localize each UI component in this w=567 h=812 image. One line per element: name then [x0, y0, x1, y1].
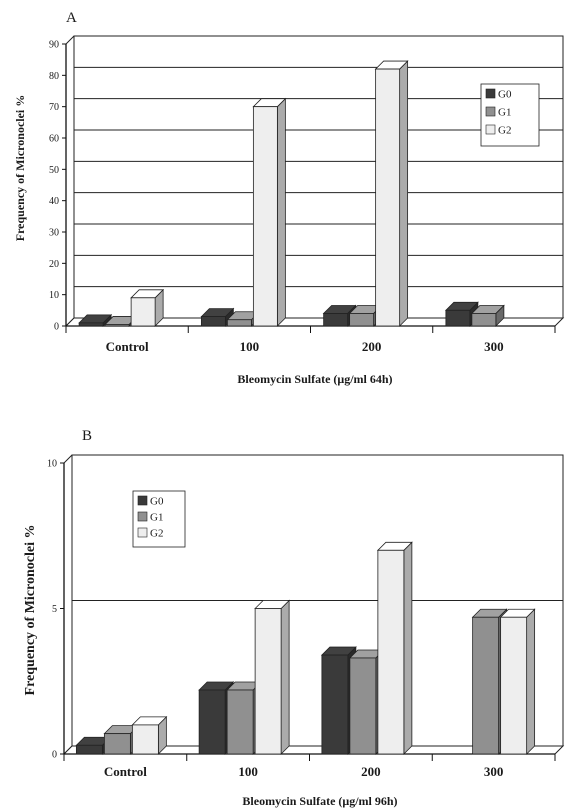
panel-b-x-tick-label-0: Control [104, 764, 147, 779]
panel-a-wall-edge-top [65, 35, 75, 45]
panel-a-legend-label-G1: G1 [498, 107, 511, 119]
panel-a-y-tick-label-4: 40 [49, 196, 59, 207]
panel-a-y-tick-label-8: 80 [49, 71, 59, 82]
panel-a-x-tick-label-1: 100 [240, 339, 260, 354]
panel-b-label: B [82, 428, 92, 444]
panel-b-chart: 0 5 10 Control 100 200 300 G0 G1 G2 [47, 454, 565, 779]
panel-b-legend-swatch-G2 [137, 527, 148, 538]
panel-a-legend-label-G0: G0 [498, 89, 512, 101]
panel-b-wall-edge-top [63, 454, 73, 464]
panel-b-x-tick-label-2: 200 [361, 764, 381, 779]
panel-a-x-tick-label-2: 200 [362, 339, 382, 354]
panel-b-x-tick-label-1: 100 [238, 764, 258, 779]
panel-a-y-axis-label: Frequency of Micronoclei % [13, 95, 27, 242]
panel-a-legend-swatch-G1 [485, 106, 496, 117]
panel-a-legend-swatch-G0 [485, 88, 496, 99]
panel-a-legend-label-G2: G2 [498, 125, 511, 137]
panel-a-y-tick-label-2: 20 [49, 259, 59, 270]
panel-a-y-tick-label-0: 0 [54, 322, 59, 333]
panel-a-back-wall [73, 35, 564, 319]
panel-b-bar-G2-2 [376, 541, 413, 755]
panel-a-x-axis-label: Bleomycin Sulfate (μg/ml 64h) [237, 372, 392, 386]
panel-a-y-tick-label-3: 30 [49, 228, 59, 239]
panel-a-bar-G2-0 [130, 288, 165, 327]
panel-b-legend-label-G1: G1 [150, 512, 163, 524]
panel-b-bar-G2-0 [131, 715, 168, 755]
panel-a-bar-G2-1 [252, 97, 287, 327]
panel-a-legend-swatch-G2 [485, 124, 496, 135]
panel-a-bar-G0-0 [78, 313, 113, 327]
panel-b-y-axis-label: Frequency of Micronoclei % [23, 525, 38, 696]
panel-a-y-tick-label-7: 70 [49, 102, 59, 113]
panel-b-legend-label-G0: G0 [150, 496, 164, 508]
panel-b-bar-G2-1 [254, 599, 291, 755]
panel-a-label: A [66, 10, 77, 26]
panel-a-y-tick-label-9: 90 [49, 40, 59, 51]
panel-b-y-tick-label-2: 10 [47, 459, 57, 470]
panel-b-bar-G2-3 [499, 608, 536, 755]
panel-a-y-tick-label-6: 60 [49, 134, 59, 145]
panel-b-y-tick-label-1: 5 [52, 604, 57, 615]
panel-b-x-axis-label: Bleomycin Sulfate (μg/ml 96h) [242, 794, 397, 808]
panel-b-y-tick-label-0: 0 [52, 750, 57, 761]
panel-a-bar-G1-3 [470, 304, 505, 327]
panel-b-legend: G0 G1 G2 [132, 490, 186, 548]
panel-a-legend: G0 G1 G2 [480, 83, 540, 147]
panel-a-x-tick-label-3: 300 [484, 339, 504, 354]
panel-a-bar-G2-2 [374, 60, 409, 327]
panel-a-y-tick-label-5: 50 [49, 165, 59, 176]
panel-a-x-tick-label-0: Control [106, 339, 149, 354]
panel-b-legend-swatch-G1 [137, 511, 148, 522]
panel-b-x-tick-label-3: 300 [484, 764, 504, 779]
panel-a-y-tick-label-1: 10 [49, 290, 59, 301]
panel-b-legend-swatch-G0 [137, 495, 148, 506]
panel-b-legend-label-G2: G2 [150, 528, 163, 540]
